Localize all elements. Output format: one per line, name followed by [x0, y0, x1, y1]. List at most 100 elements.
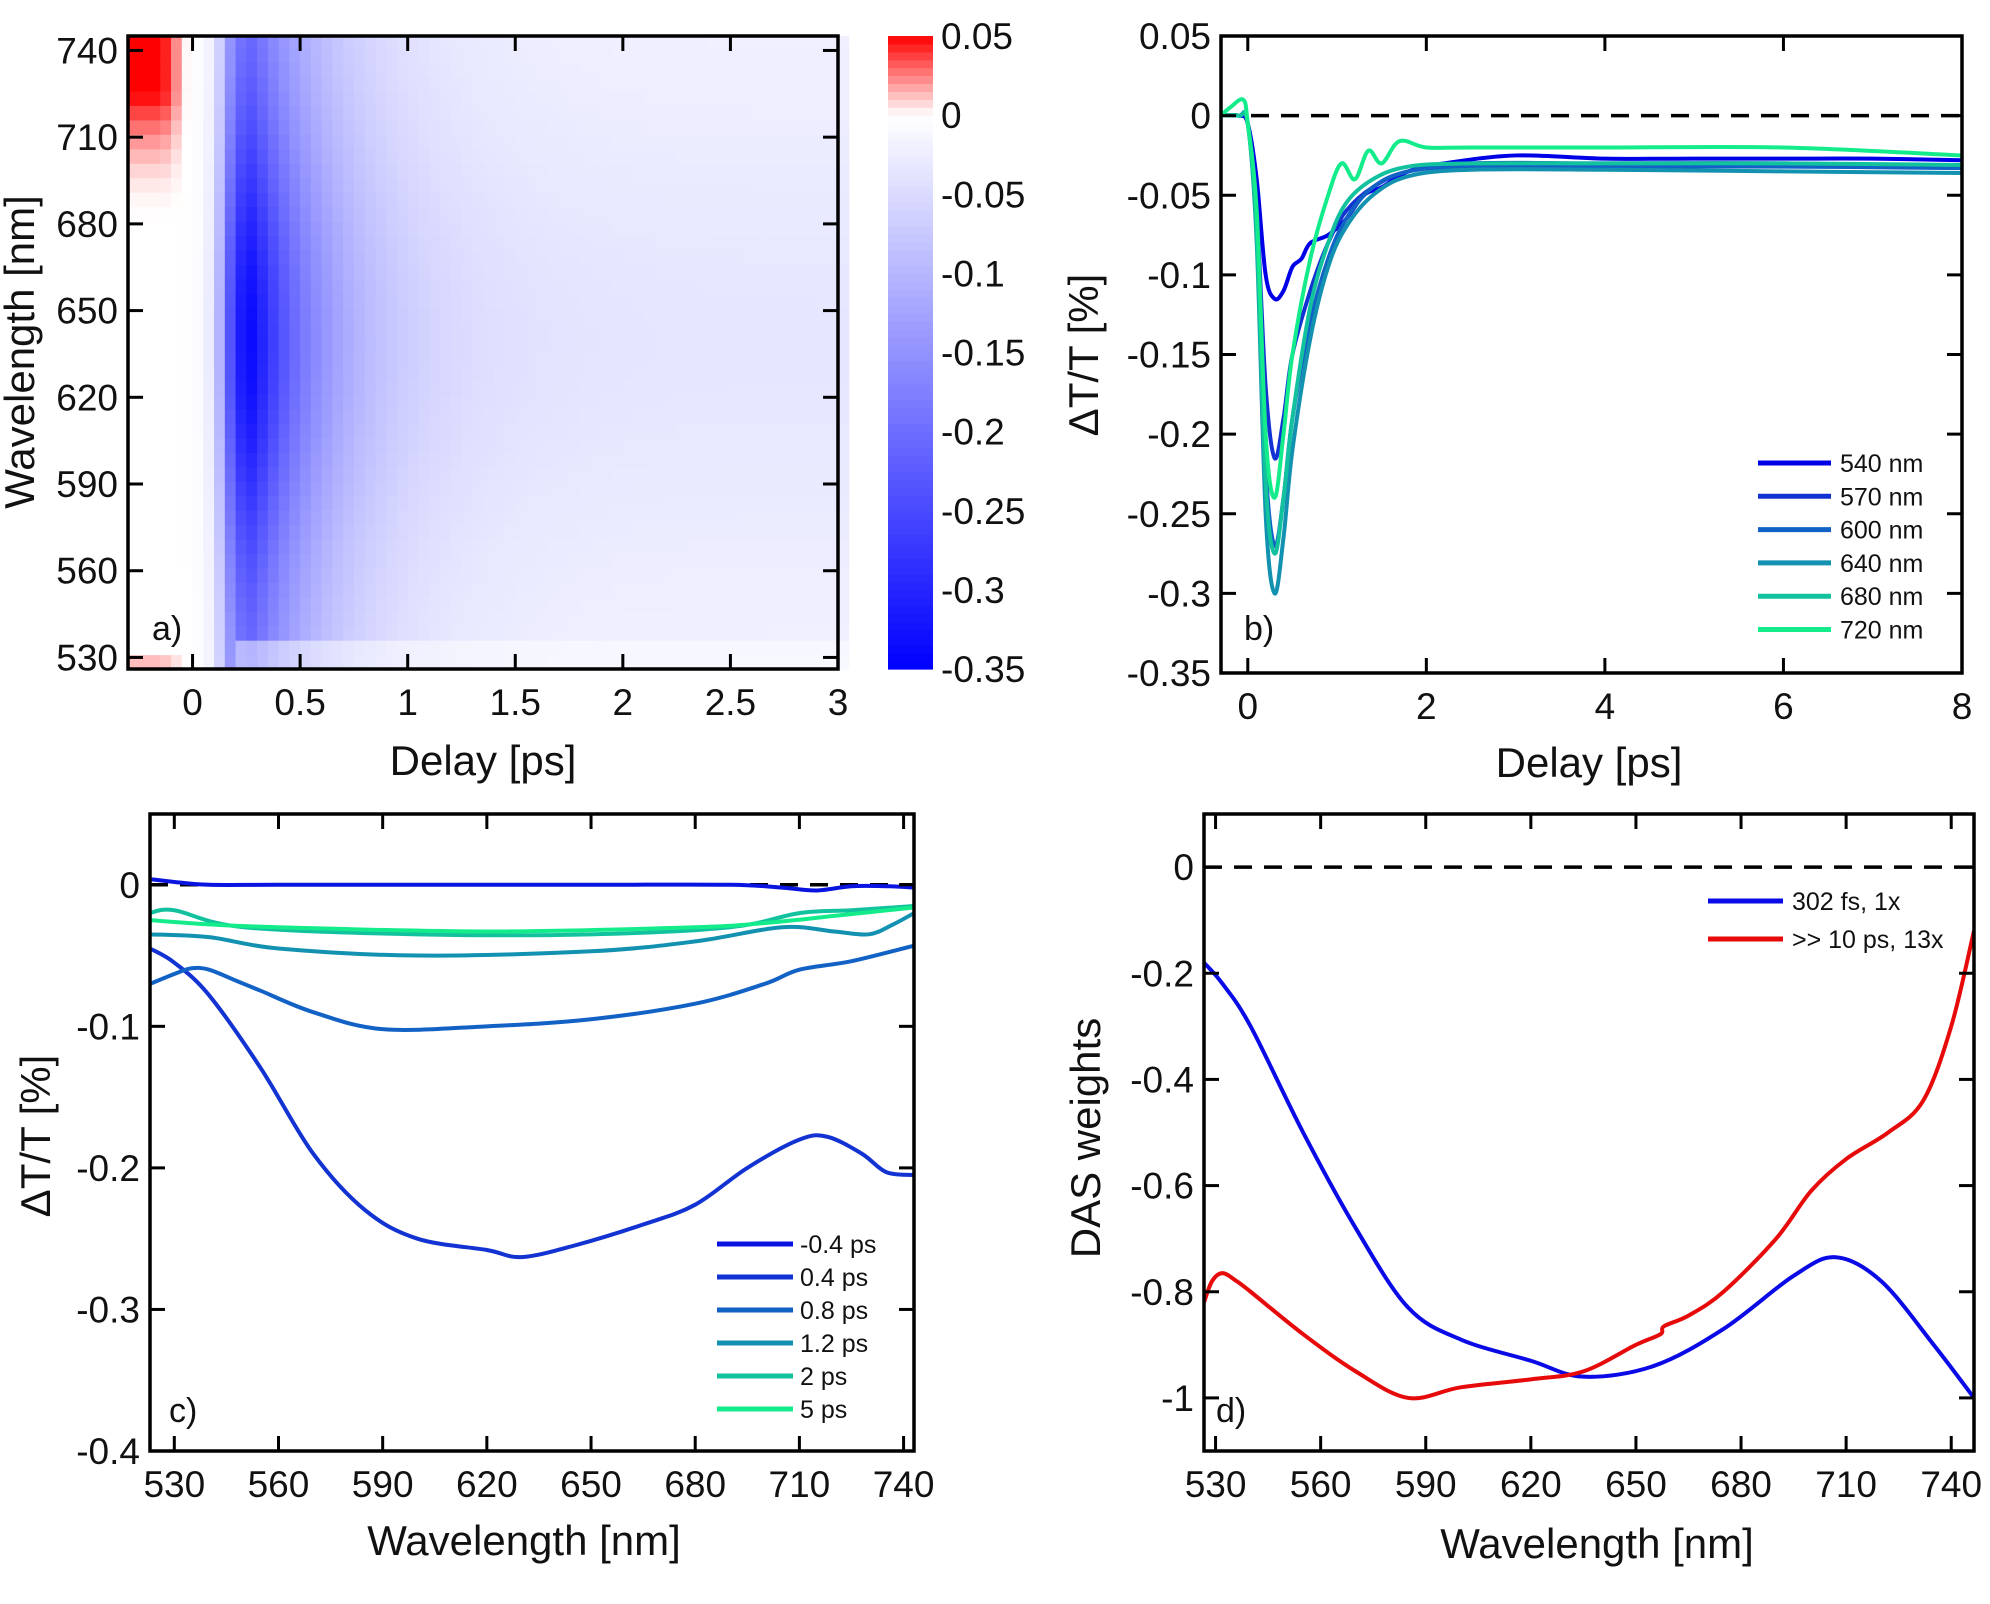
heatmap-cell [246, 510, 258, 526]
heatmap-cell [267, 278, 280, 294]
heatmap-cell [601, 553, 613, 569]
heatmap-cell [773, 553, 785, 569]
heatmap-cell [364, 596, 377, 612]
heatmap-cell [224, 134, 237, 150]
heatmap-cell [246, 452, 258, 468]
heatmap-cell [343, 105, 355, 121]
heatmap-cell [343, 47, 355, 63]
heatmap-cell [439, 47, 452, 63]
heatmap-cell [343, 220, 355, 237]
heatmap-cell [633, 596, 645, 612]
heatmap-cell [214, 206, 226, 222]
heatmap-cell [708, 394, 721, 410]
heatmap-cell [773, 307, 785, 323]
heatmap-cell [558, 62, 570, 78]
heatmap-cell [590, 76, 602, 92]
heatmap-cell [353, 538, 366, 554]
heatmap-cell [805, 437, 818, 453]
heatmap-cell [526, 596, 538, 612]
heatmap-cell [633, 611, 645, 627]
heatmap-cell [579, 307, 592, 323]
heatmap-cell [719, 394, 732, 410]
heatmap-cell [569, 76, 581, 92]
heatmap-cell [633, 567, 645, 583]
heatmap-cell [192, 264, 204, 280]
heatmap-cell [160, 177, 172, 193]
heatmap-cell [386, 322, 398, 338]
heatmap-cell [547, 307, 559, 323]
heatmap-cell [375, 596, 387, 612]
heatmap-cell [300, 293, 312, 309]
heatmap-cell [784, 481, 796, 497]
heatmap-cell [310, 105, 323, 121]
heatmap-cell [483, 481, 495, 497]
heatmap-cell [526, 466, 538, 482]
heatmap-cell [590, 192, 602, 208]
heatmap-cell [569, 119, 581, 135]
heatmap-cell [708, 192, 721, 208]
heatmap-cell [472, 336, 484, 352]
heatmap-cell [558, 148, 570, 164]
panel-a-colorbar: 0.050-0.05-0.1-0.15-0.2-0.25-0.3-0.35 [888, 16, 1025, 690]
heatmap-cell [644, 47, 656, 63]
heatmap-cell [353, 264, 366, 280]
heatmap-cell [171, 119, 183, 135]
heatmap-cell [773, 379, 785, 396]
heatmap-cell [483, 437, 495, 453]
heatmap-cell [353, 510, 366, 526]
heatmap-cell [429, 134, 441, 150]
heatmap-cell [730, 394, 742, 410]
heatmap-cell [386, 423, 398, 439]
x-tick-label: 2.5 [705, 682, 756, 723]
heatmap-cell [160, 538, 172, 554]
heatmap-cell [235, 596, 247, 612]
y-tick-label: -0.2 [1147, 414, 1211, 455]
heatmap-cell [407, 394, 420, 410]
heatmap-cell [794, 47, 807, 63]
heatmap-cell [547, 47, 559, 63]
heatmap-cell [655, 379, 667, 396]
heatmap-cell [450, 163, 463, 179]
heatmap-cell [310, 90, 323, 106]
heatmap-cell [235, 640, 247, 656]
heatmap-cell [214, 640, 226, 656]
heatmap-cell [515, 437, 527, 453]
heatmap-cell [751, 408, 764, 424]
heatmap-cell [138, 163, 151, 179]
heatmap-cell [687, 220, 699, 237]
heatmap-cell [483, 538, 495, 554]
heatmap-cell [655, 466, 667, 482]
heatmap-cell [235, 278, 247, 294]
heatmap-cell [558, 278, 570, 294]
heatmap-cell [784, 625, 796, 641]
heatmap-cell [321, 249, 333, 265]
heatmap-cell [429, 640, 441, 656]
heatmap-cell [569, 148, 581, 164]
heatmap-cell [687, 47, 699, 63]
heatmap-cell [128, 192, 140, 208]
heatmap-cell [138, 379, 151, 396]
heatmap-cell [708, 47, 721, 63]
heatmap-cell [364, 278, 377, 294]
heatmap-cell [138, 134, 151, 150]
heatmap-cell [246, 481, 258, 497]
heatmap-cell [450, 235, 463, 251]
heatmap-cell [128, 36, 140, 49]
heatmap-cell [719, 423, 732, 439]
heatmap-cell [579, 220, 592, 237]
heatmap-cell [655, 307, 667, 323]
heatmap-cell [418, 437, 430, 453]
heatmap-cell [310, 119, 323, 135]
heatmap-cell [278, 495, 290, 511]
heatmap-cell [762, 567, 775, 583]
heatmap-cell [794, 582, 807, 598]
heatmap-cell [730, 408, 742, 424]
heatmap-cell [192, 36, 204, 49]
heatmap-cell [612, 264, 624, 280]
heatmap-cell [655, 611, 667, 627]
heatmap-cell [827, 163, 839, 179]
heatmap-cell [128, 524, 140, 540]
heatmap-cell [794, 394, 807, 410]
heatmap-cell [429, 408, 441, 424]
heatmap-cell [655, 567, 667, 583]
